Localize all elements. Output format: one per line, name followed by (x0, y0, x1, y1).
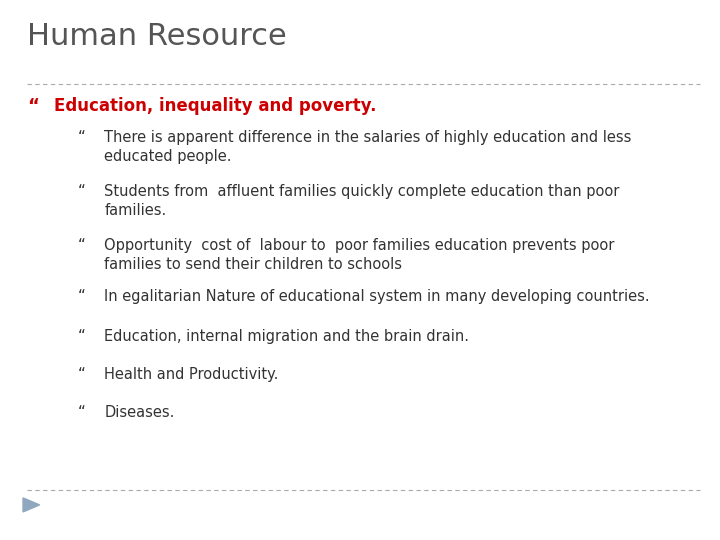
Text: “: “ (78, 289, 86, 304)
Text: “: “ (27, 97, 39, 115)
Text: Health and Productivity.: Health and Productivity. (104, 367, 279, 382)
Text: Education, inequality and poverty.: Education, inequality and poverty. (54, 97, 377, 115)
Text: Opportunity  cost of  labour to  poor families education prevents poor
families : Opportunity cost of labour to poor famil… (104, 238, 615, 272)
Text: “: “ (78, 329, 86, 345)
Text: “: “ (78, 238, 86, 253)
Text: There is apparent difference in the salaries of highly education and less
educat: There is apparent difference in the sala… (104, 130, 631, 164)
Text: “: “ (78, 367, 86, 382)
Text: Diseases.: Diseases. (104, 405, 175, 420)
Text: “: “ (78, 184, 86, 199)
Polygon shape (23, 498, 40, 512)
Text: Education, internal migration and the brain drain.: Education, internal migration and the br… (104, 329, 469, 345)
Text: Human Resource: Human Resource (27, 22, 287, 51)
Text: Students from  affluent families quickly complete education than poor
families.: Students from affluent families quickly … (104, 184, 620, 218)
Text: “: “ (78, 405, 86, 420)
Text: “: “ (78, 130, 86, 145)
Text: In egalitarian Nature of educational system in many developing countries.: In egalitarian Nature of educational sys… (104, 289, 650, 304)
